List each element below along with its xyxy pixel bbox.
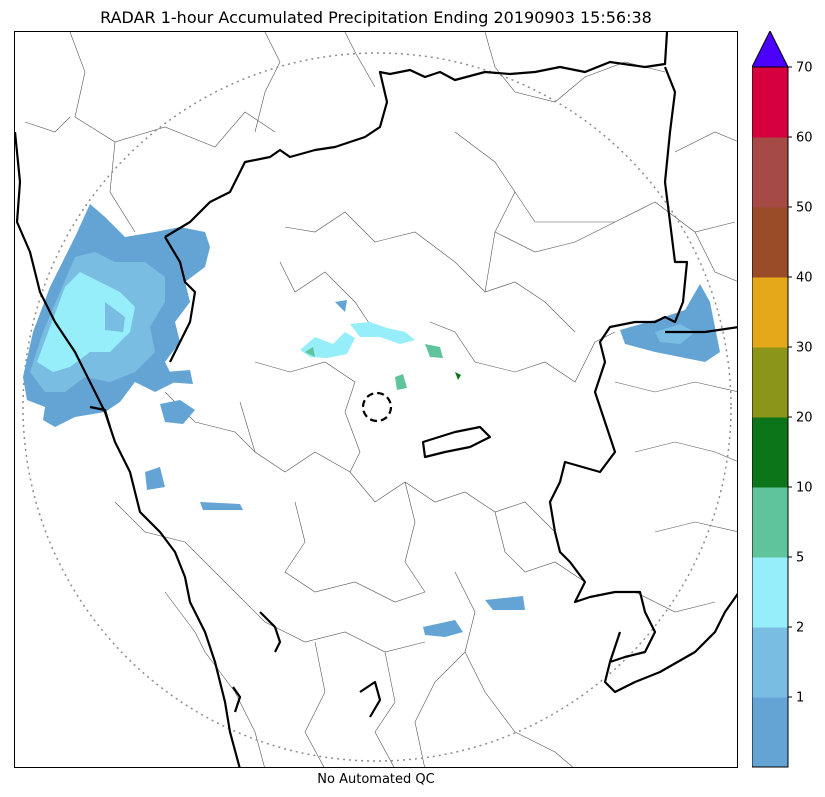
colorbar-segment: [752, 67, 788, 138]
radar-map-canvas: [15, 32, 737, 767]
colorbar-tick-label: 5: [796, 551, 804, 566]
colorbar-tick-label: 30: [796, 341, 813, 356]
colorbar-tick-label: 50: [796, 201, 813, 216]
colorbar-extend-triangle: [752, 31, 789, 68]
map-title: RADAR 1-hour Accumulated Precipitation E…: [100, 8, 652, 27]
colorbar-segment: [752, 277, 788, 348]
radar-map[interactable]: [14, 31, 738, 768]
colorbar-segment: [752, 417, 788, 488]
colorbar-segment: [752, 557, 788, 628]
colorbar-tick-label: 1: [796, 691, 804, 706]
colorbar-segment: [752, 487, 788, 558]
colorbar-segment: [752, 697, 788, 768]
colorbar-tick-label: 2: [796, 621, 804, 636]
colorbar-tick-label: 10: [796, 481, 813, 496]
precip-colorbar: 1 2 5 10 20 30 40 50 60 70: [752, 31, 822, 771]
colorbar-segment: [752, 137, 788, 208]
colorbar-tick-label: 60: [796, 131, 813, 146]
state-boundaries: [15, 32, 737, 767]
colorbar-tick-label: 40: [796, 271, 813, 286]
colorbar-segment: [752, 207, 788, 278]
radar-site-marker: [361, 391, 393, 423]
qc-label: No Automated QC: [317, 772, 435, 787]
colorbar-canvas: 1 2 5 10 20 30 40 50 60 70: [752, 31, 813, 768]
radar-range-ring: [22, 52, 732, 762]
colorbar-tick-label: 70: [796, 61, 813, 76]
colorbar-segment: [752, 347, 788, 418]
colorbar-segment: [752, 627, 788, 698]
colorbar-tick-label: 20: [796, 411, 813, 426]
district-boundaries: [24, 32, 737, 767]
precipitation-echoes: [23, 204, 720, 637]
